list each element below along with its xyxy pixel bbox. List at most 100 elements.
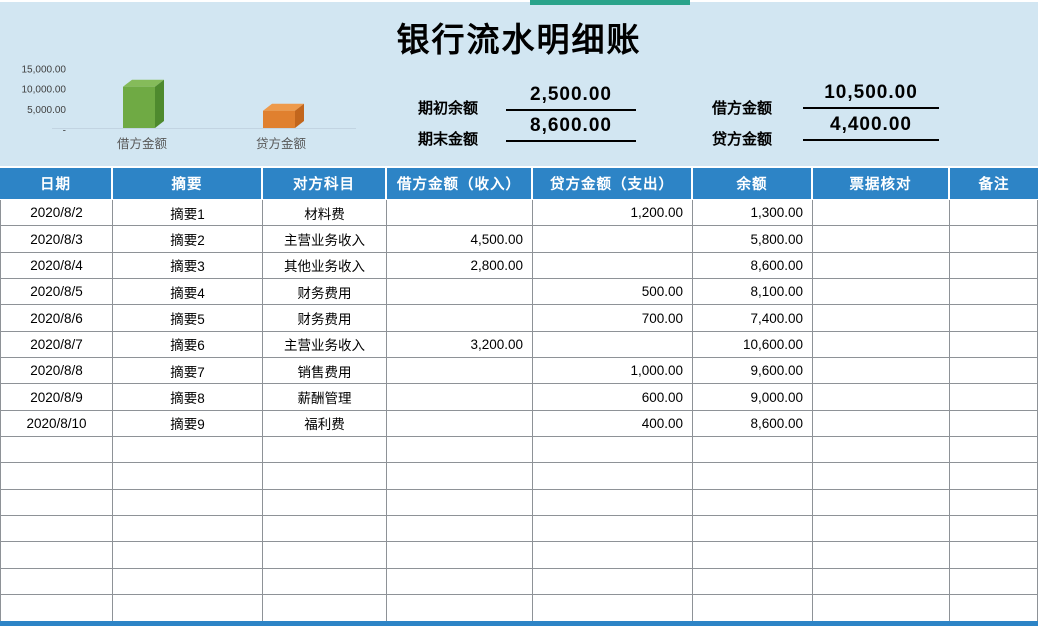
table-cell[interactable] bbox=[813, 516, 950, 542]
table-cell[interactable] bbox=[263, 568, 387, 595]
table-cell[interactable]: 销售费用 bbox=[263, 358, 387, 384]
table-cell[interactable]: 3,200.00 bbox=[387, 331, 533, 358]
table-cell[interactable]: 2020/8/9 bbox=[0, 384, 113, 410]
table-cell[interactable]: 摘要2 bbox=[113, 226, 263, 252]
table-cell[interactable]: 500.00 bbox=[533, 279, 693, 305]
table-cell[interactable]: 10,600.00 bbox=[693, 331, 813, 358]
column-header-debit-income[interactable]: 借方金额（收入） bbox=[387, 168, 533, 199]
table-cell[interactable]: 400.00 bbox=[533, 410, 693, 437]
table-cell[interactable] bbox=[813, 568, 950, 595]
table-cell[interactable]: 2020/8/3 bbox=[0, 226, 113, 252]
table-cell[interactable]: 摘要7 bbox=[113, 358, 263, 384]
table-cell[interactable] bbox=[813, 489, 950, 516]
column-header-credit-expense[interactable]: 贷方金额（支出） bbox=[533, 168, 693, 199]
column-header-summary[interactable]: 摘要 bbox=[113, 168, 263, 199]
table-cell[interactable] bbox=[950, 489, 1038, 516]
table-cell[interactable]: 摘要3 bbox=[113, 252, 263, 279]
table-cell[interactable] bbox=[693, 516, 813, 542]
column-header-remarks[interactable]: 备注 bbox=[950, 168, 1038, 199]
table-cell[interactable] bbox=[113, 568, 263, 595]
table-cell[interactable] bbox=[950, 437, 1038, 463]
table-cell[interactable]: 7,400.00 bbox=[693, 305, 813, 331]
table-cell[interactable] bbox=[813, 331, 950, 358]
column-header-counter-acct[interactable]: 对方科目 bbox=[263, 168, 387, 199]
table-cell[interactable] bbox=[813, 226, 950, 252]
table-cell[interactable]: 财务费用 bbox=[263, 305, 387, 331]
table-cell[interactable] bbox=[950, 384, 1038, 410]
opening-balance-value[interactable]: 2,500.00 bbox=[506, 84, 636, 111]
table-cell[interactable]: 2020/8/8 bbox=[0, 358, 113, 384]
table-cell[interactable] bbox=[693, 437, 813, 463]
table-cell[interactable] bbox=[693, 542, 813, 568]
table-cell[interactable]: 摘要9 bbox=[113, 410, 263, 437]
table-cell[interactable] bbox=[950, 200, 1038, 226]
table-cell[interactable] bbox=[693, 568, 813, 595]
table-cell[interactable]: 1,000.00 bbox=[533, 358, 693, 384]
column-header-balance[interactable]: 余额 bbox=[693, 168, 813, 199]
table-cell[interactable]: 薪酬管理 bbox=[263, 384, 387, 410]
table-cell[interactable]: 1,200.00 bbox=[533, 200, 693, 226]
table-cell[interactable] bbox=[533, 595, 693, 621]
table-cell[interactable]: 主营业务收入 bbox=[263, 331, 387, 358]
ending-balance-value[interactable]: 8,600.00 bbox=[506, 115, 636, 142]
table-cell[interactable]: 8,600.00 bbox=[693, 410, 813, 437]
table-cell[interactable] bbox=[263, 595, 387, 621]
table-cell[interactable] bbox=[813, 595, 950, 621]
table-cell[interactable] bbox=[263, 542, 387, 568]
table-cell[interactable] bbox=[0, 489, 113, 516]
table-cell[interactable] bbox=[113, 463, 263, 489]
table-cell[interactable]: 2020/8/10 bbox=[0, 410, 113, 437]
column-header-date[interactable]: 日期 bbox=[0, 168, 113, 199]
table-cell[interactable] bbox=[387, 463, 533, 489]
table-cell[interactable] bbox=[263, 516, 387, 542]
table-cell[interactable] bbox=[387, 305, 533, 331]
table-cell[interactable]: 2020/8/5 bbox=[0, 279, 113, 305]
table-cell[interactable]: 福利费 bbox=[263, 410, 387, 437]
table-cell[interactable] bbox=[0, 437, 113, 463]
table-cell[interactable]: 5,800.00 bbox=[693, 226, 813, 252]
table-cell[interactable] bbox=[113, 595, 263, 621]
bar-chart[interactable]: 15,000.00 10,000.00 5,000.00 - 借方金额 贷方金额 bbox=[8, 56, 360, 162]
table-cell[interactable]: 其他业务收入 bbox=[263, 252, 387, 279]
table-cell[interactable] bbox=[693, 463, 813, 489]
table-cell[interactable]: 8,600.00 bbox=[693, 252, 813, 279]
column-header-bill-check[interactable]: 票据核对 bbox=[813, 168, 950, 199]
table-cell[interactable] bbox=[950, 542, 1038, 568]
table-cell[interactable] bbox=[950, 226, 1038, 252]
table-cell[interactable] bbox=[113, 542, 263, 568]
table-cell[interactable] bbox=[387, 489, 533, 516]
table-cell[interactable] bbox=[0, 463, 113, 489]
table-cell[interactable] bbox=[950, 358, 1038, 384]
table-cell[interactable]: 摘要6 bbox=[113, 331, 263, 358]
table-cell[interactable]: 8,100.00 bbox=[693, 279, 813, 305]
table-cell[interactable] bbox=[950, 410, 1038, 437]
table-cell[interactable]: 2,800.00 bbox=[387, 252, 533, 279]
table-cell[interactable] bbox=[533, 252, 693, 279]
table-cell[interactable]: 2020/8/4 bbox=[0, 252, 113, 279]
table-cell[interactable] bbox=[813, 252, 950, 279]
table-cell[interactable] bbox=[263, 489, 387, 516]
table-cell[interactable] bbox=[813, 463, 950, 489]
table-cell[interactable] bbox=[533, 489, 693, 516]
table-cell[interactable]: 摘要1 bbox=[113, 200, 263, 226]
table-cell[interactable] bbox=[533, 226, 693, 252]
table-cell[interactable] bbox=[387, 568, 533, 595]
table-cell[interactable]: 4,500.00 bbox=[387, 226, 533, 252]
table-cell[interactable]: 摘要5 bbox=[113, 305, 263, 331]
credit-total-value[interactable]: 4,400.00 bbox=[803, 114, 939, 141]
table-cell[interactable] bbox=[813, 542, 950, 568]
table-cell[interactable] bbox=[533, 516, 693, 542]
table-cell[interactable] bbox=[813, 384, 950, 410]
table-cell[interactable] bbox=[263, 437, 387, 463]
table-cell[interactable] bbox=[387, 279, 533, 305]
table-cell[interactable] bbox=[533, 463, 693, 489]
table-cell[interactable] bbox=[263, 463, 387, 489]
table-cell[interactable] bbox=[813, 279, 950, 305]
table-cell[interactable] bbox=[387, 437, 533, 463]
table-cell[interactable] bbox=[387, 595, 533, 621]
table-cell[interactable] bbox=[950, 305, 1038, 331]
table-cell[interactable] bbox=[950, 595, 1038, 621]
table-cell[interactable] bbox=[950, 252, 1038, 279]
table-cell[interactable] bbox=[533, 331, 693, 358]
table-cell[interactable] bbox=[533, 437, 693, 463]
